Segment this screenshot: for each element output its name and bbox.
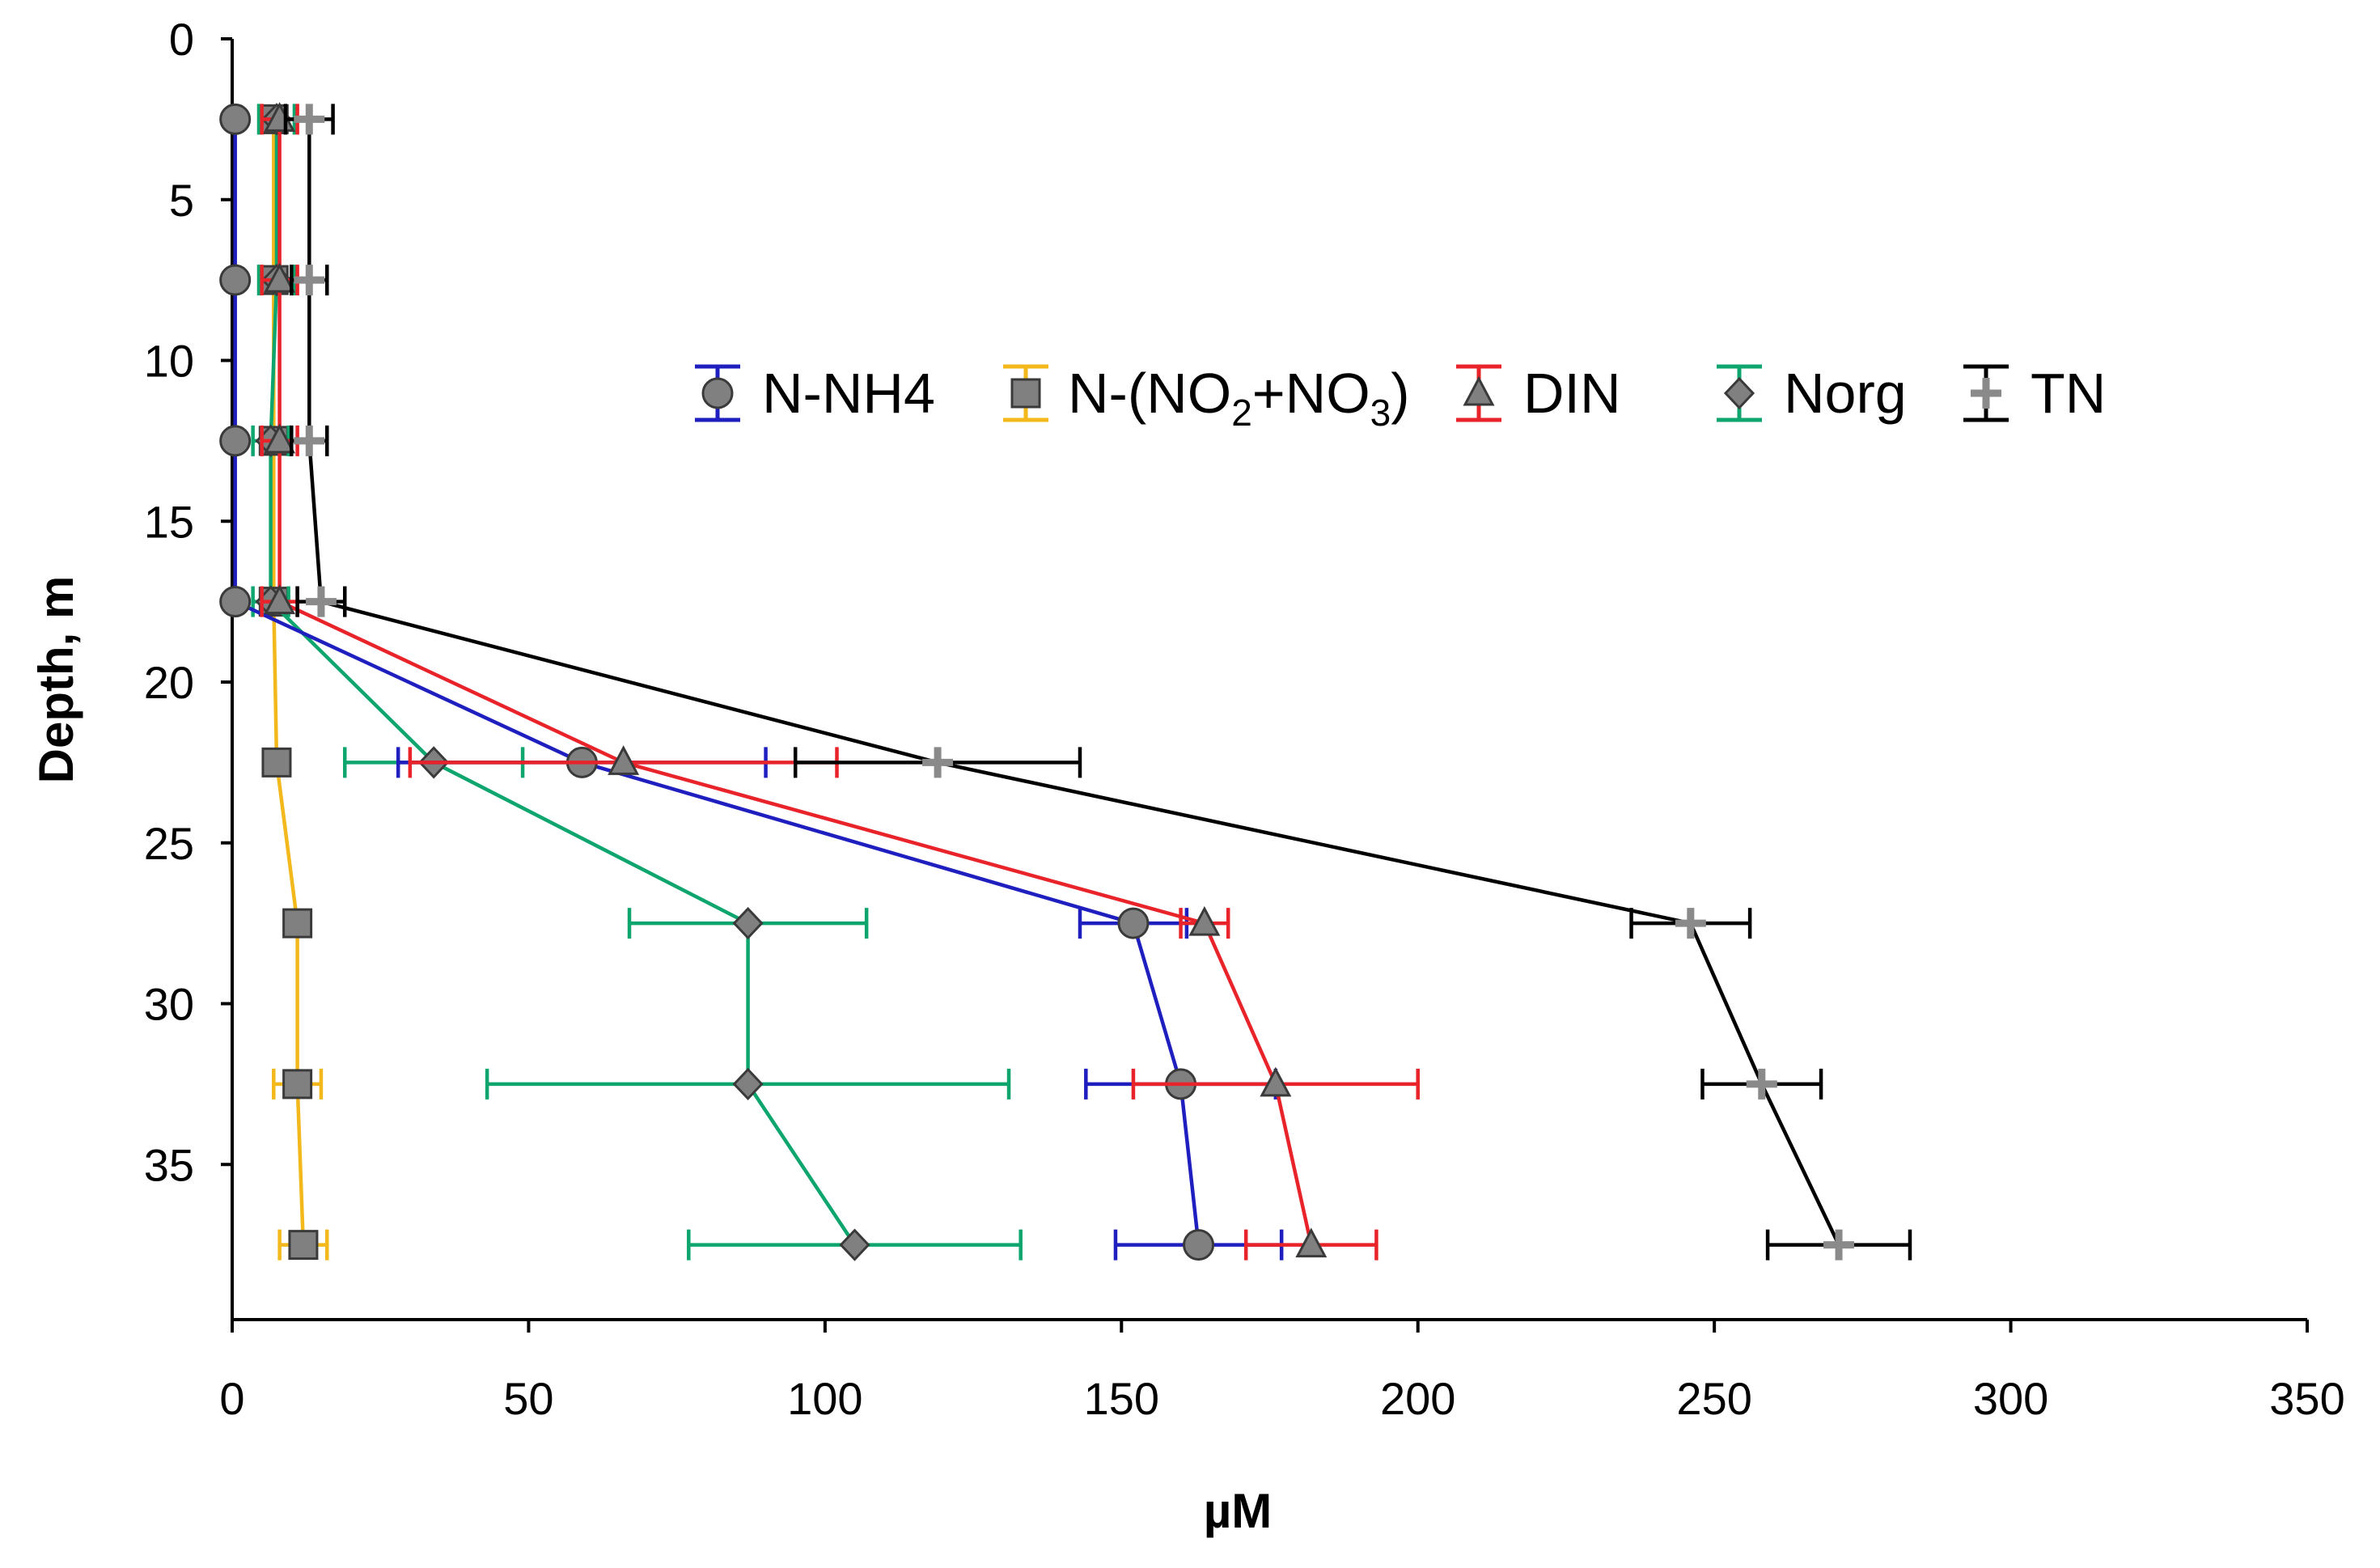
data-point [1188, 905, 1221, 936]
y-tick-label: 15 [144, 496, 194, 547]
x-tick-label: 300 [1973, 1373, 2048, 1424]
data-point [1260, 1066, 1292, 1097]
series-line [269, 119, 857, 1246]
legend-label-no2no3-sub1: 2 [1231, 392, 1252, 434]
series-norg [251, 103, 1023, 1261]
legend-label-norg: Norg [1784, 362, 1907, 425]
data-point [839, 1228, 870, 1261]
data-point [1823, 1229, 1855, 1261]
data-point [1183, 1229, 1215, 1261]
legend-label-no2no3-part3: ) [1391, 362, 1409, 425]
x-ticks: 0 50 100 150 200 250 300 350 [219, 1320, 2345, 1424]
y-tick-label: 25 [144, 818, 194, 869]
series-n-nh4 [219, 103, 1284, 1261]
axes [231, 39, 2307, 1321]
x-tick-label: 100 [787, 1373, 862, 1424]
legend-marker [701, 377, 734, 409]
legend-item-nh4: N-NH4 [695, 362, 935, 425]
y-tick-label: 10 [144, 336, 194, 387]
data-point [294, 104, 325, 135]
data-point [1295, 1227, 1328, 1258]
y-ticks: 0 5 10 15 20 25 30 35 [144, 14, 232, 1190]
data-point [288, 1230, 319, 1261]
legend-symbol-norg [1717, 364, 1762, 422]
data-point [282, 1069, 313, 1100]
series-line [307, 119, 1841, 1246]
legend-symbol-tn [1963, 364, 2009, 422]
x-tick-label: 0 [219, 1373, 244, 1424]
legend-item-norg: Norg [1717, 362, 1907, 425]
x-tick-label: 200 [1380, 1373, 1455, 1424]
data-point [732, 1067, 764, 1101]
data-point [264, 423, 296, 454]
legend-item-no2no3: N-(NO2+NO3) [1003, 362, 1410, 434]
data-point [219, 425, 252, 457]
legend-item-din: DIN [1456, 362, 1621, 425]
data-point [1675, 908, 1706, 939]
y-tick-label: 35 [144, 1139, 194, 1190]
series-line [233, 119, 1201, 1245]
x-tick-label: 250 [1676, 1373, 1751, 1424]
data-point [294, 265, 325, 296]
data-point [1117, 907, 1150, 939]
data-point [219, 264, 252, 296]
series-line [277, 119, 1313, 1246]
legend-label-din: DIN [1523, 362, 1621, 425]
data-point [608, 745, 640, 775]
legend-marker [1010, 378, 1041, 409]
x-tick-label: 350 [2269, 1373, 2344, 1424]
data-point [294, 425, 325, 456]
legend-symbol-no2no3 [1003, 364, 1048, 422]
y-tick-label: 0 [169, 14, 194, 65]
legend-label-nh4: N-NH4 [762, 362, 935, 425]
x-axis-title: µM [1204, 1484, 1273, 1538]
legend-symbol-nh4 [695, 364, 740, 422]
y-tick-label: 20 [144, 657, 194, 708]
data-point [282, 908, 313, 939]
data-point [261, 747, 292, 778]
legend-marker [1463, 375, 1495, 406]
data-point [732, 906, 764, 940]
y-axis-title: Depth, m [29, 576, 83, 784]
data-point [305, 586, 337, 617]
data-point [1746, 1068, 1777, 1100]
data-point [922, 747, 954, 778]
legend-label-no2no3-part2: +NO [1252, 362, 1370, 425]
x-tick-label: 150 [1084, 1373, 1159, 1424]
legend-label-no2no3: N-(NO2+NO3) [1068, 362, 1410, 434]
legend-label-tn: TN [2031, 362, 2106, 425]
series-tn [283, 104, 1912, 1261]
legend: N-NH4 N-(NO2+NO3) DIN Norg TN [695, 362, 2106, 434]
legend-marker [1971, 378, 2001, 409]
legend-label-no2no3-part1: N-(NO [1068, 362, 1231, 425]
y-tick-label: 5 [169, 175, 194, 226]
data-point [219, 103, 252, 135]
series-layer [219, 102, 1912, 1261]
y-tick-label: 30 [144, 979, 194, 1030]
data-point [219, 586, 252, 618]
legend-symbol-din [1456, 364, 1501, 422]
legend-marker [1723, 376, 1755, 410]
series-din [260, 102, 1420, 1261]
data-point [264, 262, 296, 293]
series-line [272, 119, 306, 1245]
data-point [264, 584, 296, 615]
legend-label-no2no3-sub2: 3 [1370, 392, 1391, 434]
legend-item-tn: TN [1963, 362, 2106, 425]
x-tick-label: 50 [503, 1373, 553, 1424]
